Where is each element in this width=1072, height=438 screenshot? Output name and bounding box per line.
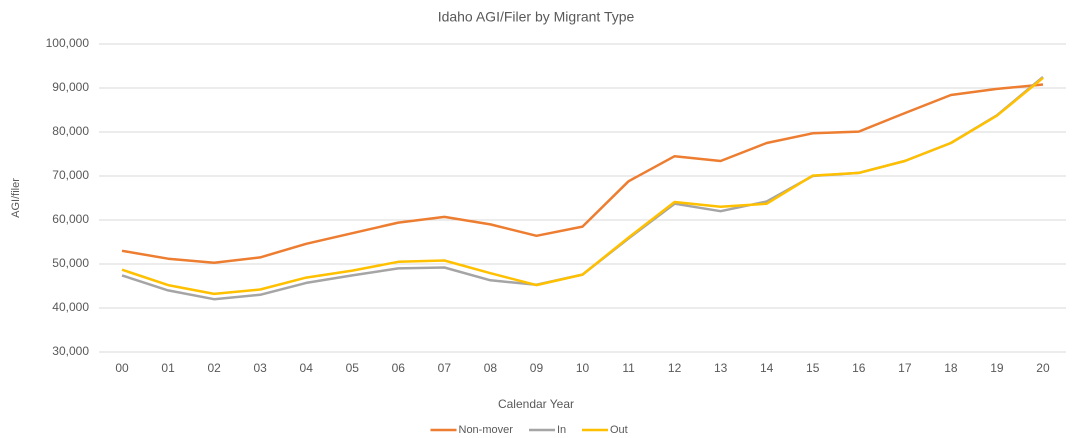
legend-label: Non-mover: [459, 424, 514, 436]
x-tick-label: 14: [760, 361, 774, 375]
x-tick-label: 05: [346, 361, 360, 375]
y-tick-label: 80,000: [52, 124, 89, 138]
x-tick-label: 06: [392, 361, 406, 375]
x-tick-label: 12: [668, 361, 682, 375]
x-tick-label: 16: [852, 361, 866, 375]
x-tick-label: 07: [438, 361, 452, 375]
x-tick-label: 18: [944, 361, 958, 375]
y-tick-label: 70,000: [52, 168, 89, 182]
y-tick-label: 30,000: [52, 344, 89, 358]
x-tick-label: 15: [806, 361, 820, 375]
x-tick-label: 17: [898, 361, 912, 375]
x-tick-label: 09: [530, 361, 544, 375]
chart-title: Idaho AGI/Filer by Migrant Type: [438, 9, 635, 25]
x-tick-label: 10: [576, 361, 590, 375]
series-line: [121, 76, 1044, 301]
series-line: [121, 76, 1044, 296]
x-tick-label: 03: [253, 361, 267, 375]
x-tick-label: 08: [484, 361, 498, 375]
x-tick-label: 19: [990, 361, 1004, 375]
x-tick-label: 01: [161, 361, 175, 375]
x-tick-label: 00: [115, 361, 129, 375]
legend-label: In: [557, 424, 566, 436]
x-tick-label: 11: [622, 361, 635, 375]
x-tick-label: 20: [1036, 361, 1050, 375]
legend-label: Out: [610, 424, 628, 436]
y-axis-title: AGI/filer: [10, 178, 22, 218]
x-tick-label: 13: [714, 361, 728, 375]
y-tick-label: 50,000: [52, 256, 89, 270]
x-tick-label: 04: [300, 361, 314, 375]
y-tick-label: 40,000: [52, 300, 89, 314]
x-tick-label: 02: [207, 361, 221, 375]
y-tick-label: 90,000: [52, 80, 89, 94]
y-tick-label: 60,000: [52, 212, 89, 226]
x-axis-title: Calendar Year: [498, 397, 574, 411]
series-line: [121, 83, 1044, 264]
y-tick-label: 100,000: [46, 36, 90, 50]
